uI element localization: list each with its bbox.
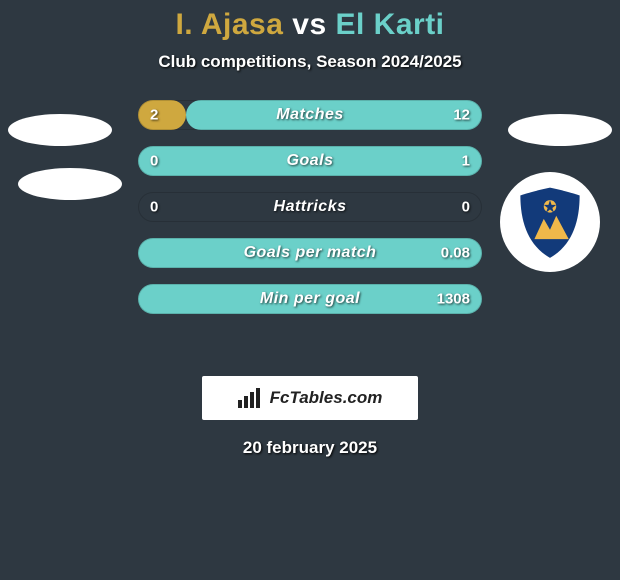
brand-text: FcTables.com — [270, 388, 383, 408]
stat-label: Goals — [287, 152, 334, 170]
brand-name: FcTables.com — [270, 388, 383, 407]
stat-label: Matches — [276, 106, 344, 124]
stat-bars: 2 12 Matches 0 1 Goals 0 0 Hattricks 0.08 Goals pe… — [138, 100, 482, 330]
stat-value-left: 0 — [150, 199, 158, 216]
player1-avatar-placeholder — [8, 114, 112, 146]
stat-bar-left — [138, 100, 186, 130]
stat-value-right: 12 — [453, 107, 470, 124]
comparison-title: I. Ajasa vs El Karti — [0, 0, 620, 42]
stat-value-right: 1 — [462, 153, 470, 170]
player2-name: El Karti — [335, 8, 444, 41]
branding-box[interactable]: FcTables.com — [202, 376, 418, 420]
stat-row: 2 12 Matches — [138, 100, 482, 130]
stat-row: 0 0 Hattricks — [138, 192, 482, 222]
subtitle: Club competitions, Season 2024/2025 — [0, 52, 620, 72]
player1-name: I. Ajasa — [175, 8, 283, 41]
stat-value-left: 0 — [150, 153, 158, 170]
vs-text: vs — [292, 8, 326, 41]
pyramids-crest-icon — [511, 183, 589, 261]
comparison-stage: 2 12 Matches 0 1 Goals 0 0 Hattricks 0.08 Goals pe… — [0, 100, 620, 360]
player2-avatar-placeholder — [508, 114, 612, 146]
player2-club-crest — [500, 172, 600, 272]
stat-label: Hattricks — [274, 198, 347, 216]
player1-club-placeholder — [18, 168, 122, 200]
snapshot-date: 20 february 2025 — [0, 438, 620, 458]
stat-row: 0 1 Goals — [138, 146, 482, 176]
stat-value-right: 0.08 — [441, 245, 470, 262]
bars-chart-icon — [238, 388, 264, 408]
stat-row: 1308 Min per goal — [138, 284, 482, 314]
stat-label: Goals per match — [244, 244, 377, 262]
stat-label: Min per goal — [260, 290, 360, 308]
stat-value-right: 0 — [462, 199, 470, 216]
stat-value-right: 1308 — [437, 291, 470, 308]
stat-value-left: 2 — [150, 107, 158, 124]
stat-row: 0.08 Goals per match — [138, 238, 482, 268]
